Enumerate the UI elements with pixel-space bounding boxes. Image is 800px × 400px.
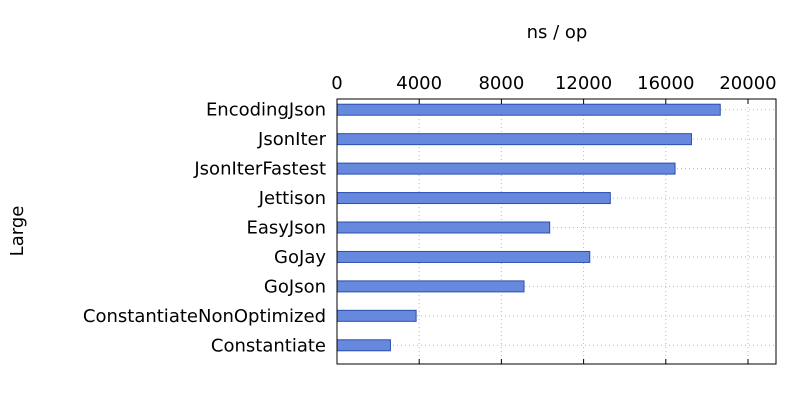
category-label: Jettison bbox=[258, 188, 326, 209]
plot-frame bbox=[336, 98, 777, 365]
category-label: GoJson bbox=[264, 276, 326, 297]
bar-gojson bbox=[336, 280, 525, 293]
x-tick-label: 12000 bbox=[555, 73, 612, 94]
category-label: EasyJson bbox=[246, 218, 326, 239]
bar-jsoniterfastest bbox=[336, 162, 676, 175]
category-label: GoJay bbox=[274, 247, 326, 268]
x-tick-label: 16000 bbox=[637, 73, 694, 94]
bar-gojay bbox=[336, 250, 591, 263]
bar-easyjson bbox=[336, 221, 551, 234]
category-label: JsonIter bbox=[257, 129, 327, 150]
bars bbox=[336, 103, 721, 352]
bar-jsoniter bbox=[336, 133, 692, 146]
x-axis-ticks: 0 4000 8000 12000 16000 20000 bbox=[331, 73, 777, 364]
x-tick-label: 8000 bbox=[478, 73, 524, 94]
category-label: EncodingJson bbox=[206, 100, 326, 121]
bar-encodingjson bbox=[336, 103, 721, 116]
x-tick-label: 0 bbox=[331, 73, 342, 94]
bar-constantiatenonoptimized bbox=[336, 309, 417, 322]
x-tick-label: 4000 bbox=[396, 73, 442, 94]
category-label: Constantiate bbox=[211, 335, 326, 356]
x-tick-label: 20000 bbox=[719, 73, 776, 94]
category-label: ConstantiateNonOptimized bbox=[83, 306, 326, 327]
x-axis-title: ns / op bbox=[527, 22, 588, 43]
category-labels: EncodingJson JsonIter JsonIterFastest Jetti… bbox=[83, 100, 327, 357]
y-axis-title: Large bbox=[7, 206, 28, 257]
bar-constantiate bbox=[336, 339, 391, 352]
bar-jettison bbox=[336, 192, 611, 205]
category-label: JsonIterFastest bbox=[193, 159, 326, 180]
